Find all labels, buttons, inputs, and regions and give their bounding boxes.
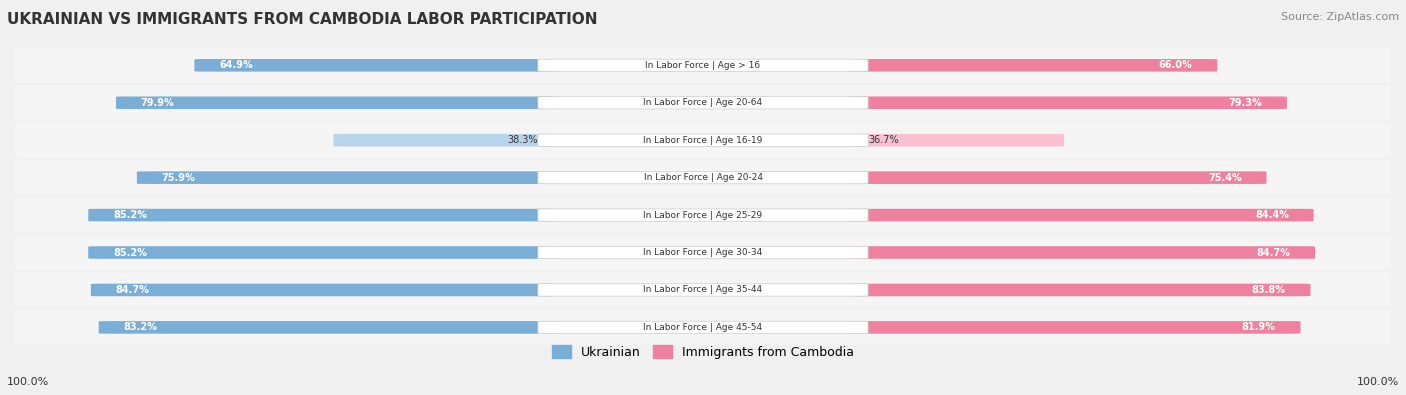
FancyBboxPatch shape (91, 284, 555, 296)
FancyBboxPatch shape (8, 86, 1398, 120)
FancyBboxPatch shape (136, 171, 555, 184)
Text: 66.0%: 66.0% (1159, 60, 1192, 70)
FancyBboxPatch shape (538, 97, 868, 109)
FancyBboxPatch shape (538, 284, 868, 296)
Text: 100.0%: 100.0% (7, 377, 49, 387)
Text: In Labor Force | Age 25-29: In Labor Force | Age 25-29 (644, 211, 762, 220)
FancyBboxPatch shape (851, 321, 1301, 334)
Text: UKRAINIAN VS IMMIGRANTS FROM CAMBODIA LABOR PARTICIPATION: UKRAINIAN VS IMMIGRANTS FROM CAMBODIA LA… (7, 12, 598, 27)
Text: In Labor Force | Age 16-19: In Labor Force | Age 16-19 (644, 136, 762, 145)
FancyBboxPatch shape (194, 59, 555, 71)
FancyBboxPatch shape (333, 134, 555, 147)
FancyBboxPatch shape (8, 273, 1398, 307)
FancyBboxPatch shape (851, 246, 1315, 259)
FancyBboxPatch shape (538, 321, 868, 333)
Text: 84.7%: 84.7% (115, 285, 149, 295)
FancyBboxPatch shape (538, 246, 868, 259)
FancyBboxPatch shape (851, 134, 1064, 147)
Text: 84.4%: 84.4% (1256, 210, 1289, 220)
FancyBboxPatch shape (8, 310, 1398, 344)
FancyBboxPatch shape (8, 235, 1398, 270)
FancyBboxPatch shape (538, 134, 868, 147)
Text: 75.9%: 75.9% (162, 173, 195, 182)
FancyBboxPatch shape (851, 171, 1267, 184)
FancyBboxPatch shape (89, 209, 555, 221)
Text: In Labor Force | Age 35-44: In Labor Force | Age 35-44 (644, 286, 762, 294)
FancyBboxPatch shape (851, 209, 1313, 221)
Text: In Labor Force | Age 20-64: In Labor Force | Age 20-64 (644, 98, 762, 107)
Text: 75.4%: 75.4% (1208, 173, 1241, 182)
Text: 83.8%: 83.8% (1251, 285, 1285, 295)
FancyBboxPatch shape (8, 123, 1398, 158)
Text: 83.2%: 83.2% (124, 322, 157, 333)
FancyBboxPatch shape (538, 59, 868, 71)
FancyBboxPatch shape (538, 209, 868, 221)
FancyBboxPatch shape (8, 160, 1398, 195)
Text: 36.7%: 36.7% (868, 135, 898, 145)
Text: In Labor Force | Age 30-34: In Labor Force | Age 30-34 (644, 248, 762, 257)
FancyBboxPatch shape (851, 96, 1286, 109)
Text: 64.9%: 64.9% (219, 60, 253, 70)
Text: In Labor Force | Age 45-54: In Labor Force | Age 45-54 (644, 323, 762, 332)
FancyBboxPatch shape (89, 246, 555, 259)
Text: In Labor Force | Age > 16: In Labor Force | Age > 16 (645, 61, 761, 70)
Text: 84.7%: 84.7% (1257, 248, 1291, 258)
Legend: Ukrainian, Immigrants from Cambodia: Ukrainian, Immigrants from Cambodia (547, 340, 859, 364)
Text: 79.9%: 79.9% (141, 98, 174, 108)
FancyBboxPatch shape (115, 96, 555, 109)
Text: 38.3%: 38.3% (508, 135, 538, 145)
Text: 85.2%: 85.2% (112, 210, 146, 220)
Text: In Labor Force | Age 20-24: In Labor Force | Age 20-24 (644, 173, 762, 182)
Text: Source: ZipAtlas.com: Source: ZipAtlas.com (1281, 12, 1399, 22)
FancyBboxPatch shape (8, 198, 1398, 232)
Text: 79.3%: 79.3% (1229, 98, 1263, 108)
FancyBboxPatch shape (8, 48, 1398, 83)
FancyBboxPatch shape (538, 171, 868, 184)
FancyBboxPatch shape (98, 321, 555, 334)
Text: 100.0%: 100.0% (1357, 377, 1399, 387)
FancyBboxPatch shape (851, 284, 1310, 296)
FancyBboxPatch shape (851, 59, 1218, 71)
Text: 81.9%: 81.9% (1241, 322, 1275, 333)
Text: 85.2%: 85.2% (112, 248, 146, 258)
